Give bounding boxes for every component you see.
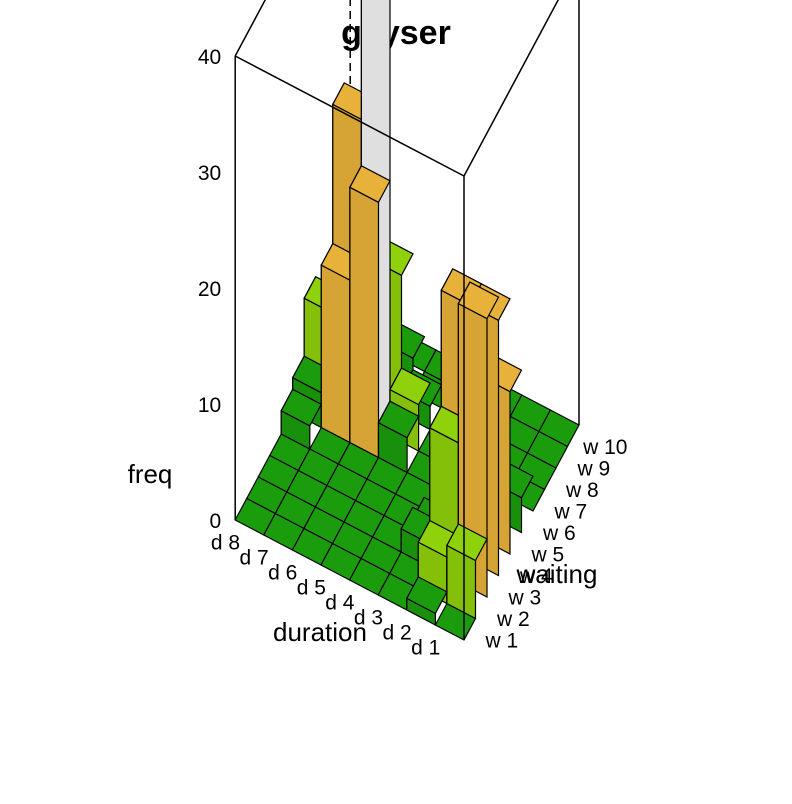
bar-top bbox=[457, 281, 500, 320]
x-tick-label: d 1 bbox=[411, 637, 440, 660]
x-tick-label: d 4 bbox=[325, 592, 355, 615]
y-tick-label: w 5 bbox=[530, 543, 564, 566]
y-tick-label: w 10 bbox=[582, 436, 627, 459]
x-tick-label: d 7 bbox=[239, 547, 268, 570]
z-tick-label: 40 bbox=[198, 46, 221, 69]
z-tick-label: 20 bbox=[198, 278, 221, 301]
z-tick-labels: 0 10 20 30 40 bbox=[198, 46, 221, 533]
x-tick-label: d 6 bbox=[268, 562, 297, 585]
y-tick-label: w 9 bbox=[576, 457, 610, 480]
y-tick-label: w 8 bbox=[565, 479, 599, 502]
chart-title: geyser bbox=[341, 14, 451, 52]
y-tick-labels: w 1w 2w 3w 4w 5w 6w 7w 8w 9w 10 bbox=[484, 436, 627, 653]
y-tick-label: w 7 bbox=[553, 500, 587, 523]
z-tick-label: 0 bbox=[210, 510, 222, 533]
bar-top bbox=[377, 400, 420, 439]
x-tick-label: d 3 bbox=[354, 607, 383, 630]
box-edge-top-back-left bbox=[234, 0, 267, 57]
box-front-edges bbox=[234, 0, 580, 640]
y-tick-label: w 1 bbox=[484, 629, 518, 652]
z-axis-label: freq bbox=[128, 459, 173, 489]
box-back-edges bbox=[234, 0, 351, 305]
x-axis-label: duration bbox=[273, 617, 367, 647]
bar-top bbox=[446, 523, 488, 562]
bar-top bbox=[389, 367, 431, 406]
bar-side-front bbox=[320, 264, 351, 444]
y-tick-label: w 6 bbox=[542, 522, 576, 545]
bar-top bbox=[405, 576, 448, 615]
y-tick-label: w 2 bbox=[496, 608, 530, 631]
y-axis-label: waiting bbox=[516, 559, 598, 589]
y-tick-label: w 4 bbox=[519, 565, 553, 588]
x-tick-label: d 5 bbox=[297, 577, 326, 600]
bars-group bbox=[280, 0, 534, 626]
bar-side-front bbox=[349, 186, 380, 459]
x-tick-label: d 8 bbox=[211, 532, 240, 555]
box-edge-top-right bbox=[463, 0, 559, 177]
x-tick-labels: d 1d 2d 3d 4d 5d 6d 7d 8 bbox=[211, 532, 440, 660]
bar-top bbox=[280, 388, 323, 427]
bar-top bbox=[349, 164, 391, 204]
y-tick-label: w 3 bbox=[507, 586, 541, 609]
box-edge-top-front bbox=[234, 55, 465, 177]
z-tick-label: 30 bbox=[198, 162, 221, 185]
z-tick-label: 10 bbox=[198, 394, 221, 417]
x-tick-label: d 2 bbox=[382, 622, 411, 645]
